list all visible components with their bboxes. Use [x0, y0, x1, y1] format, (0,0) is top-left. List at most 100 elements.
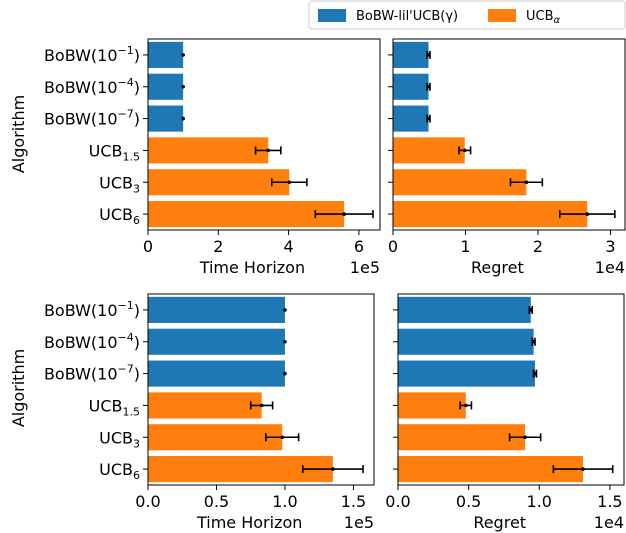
- category-label-base: BoBW(10: [44, 78, 118, 97]
- x-tick-label: 2: [533, 237, 543, 256]
- bar-6: [393, 201, 588, 228]
- mean-point-5: [287, 180, 292, 185]
- category-label-sup: −4: [118, 331, 134, 344]
- legend: BoBW-lil'UCB(γ) UCBα: [308, 0, 626, 30]
- bar-5: [148, 424, 283, 451]
- category-label-base: UCB: [99, 428, 133, 447]
- mean-point-3: [426, 116, 431, 121]
- x-tick-label: 3: [605, 237, 615, 256]
- bar-3: [398, 360, 536, 387]
- category-label-sub: 1.5: [123, 150, 141, 163]
- plot-frame: [397, 293, 625, 486]
- mean-point-5: [524, 180, 529, 185]
- mean-point-4: [259, 403, 264, 408]
- bar-3: [393, 105, 429, 132]
- category-label-3: BoBW(10−7): [44, 108, 140, 129]
- category-label-tail: ): [134, 78, 140, 97]
- category-label-base: BoBW(10: [44, 301, 118, 320]
- category-label-1: BoBW(10−1): [44, 299, 140, 320]
- bar-3: [148, 105, 184, 132]
- x-tick-label: 0: [143, 237, 153, 256]
- category-label-base: BoBW(10: [44, 365, 118, 384]
- legend-label-ucb-sub: α: [554, 15, 561, 26]
- legend-label-ucb-base: UCB: [526, 9, 554, 24]
- category-label-6: UCB6: [99, 205, 140, 227]
- mean-point-5: [523, 435, 527, 440]
- category-label-tail: ): [134, 46, 140, 65]
- category-label-sup: −7: [118, 108, 134, 121]
- x-tick-label: 0.5: [456, 492, 481, 511]
- category-label-5: UCB3: [99, 173, 140, 195]
- mean-point-4: [462, 148, 467, 153]
- bar-5: [393, 169, 527, 196]
- x-tick-label: 2: [213, 237, 223, 256]
- legend-frame: [308, 0, 626, 30]
- bar-4: [148, 392, 262, 419]
- mean-point-3: [181, 116, 185, 121]
- x-axis-scale-label: 1e4: [594, 513, 624, 532]
- bar-3: [148, 360, 285, 387]
- mean-point-3: [533, 371, 537, 376]
- mean-point-1: [528, 308, 533, 312]
- x-tick-label: 0.0: [385, 492, 410, 511]
- panel-2: 0 1 2 3 Regret 1e4: [388, 38, 626, 277]
- x-axis-label: Regret: [473, 513, 526, 532]
- bar-4: [398, 392, 466, 419]
- mean-point-1: [181, 53, 185, 57]
- category-label-tail: ): [134, 301, 140, 320]
- bar-2: [393, 73, 429, 100]
- category-label-tail: ): [134, 365, 140, 384]
- x-tick-label: 1.0: [527, 492, 552, 511]
- mean-point-1: [426, 53, 431, 57]
- x-axis-scale-label: 1e5: [344, 513, 374, 532]
- category-label-4: UCB1.5: [89, 141, 140, 163]
- category-label-sub: 3: [133, 182, 140, 195]
- category-label-sub: 6: [133, 469, 140, 482]
- plot-frame: [147, 38, 381, 231]
- category-label-1: BoBW(10−1): [44, 44, 140, 65]
- y-axis-label-top: Algorithm: [9, 95, 28, 173]
- x-tick-label: 0.5: [204, 492, 229, 511]
- panel-4: 0.0 0.5 1.0 1.5 Regret 1e4: [385, 293, 625, 532]
- category-label-base: UCB: [89, 396, 123, 415]
- bar-1: [148, 41, 184, 68]
- mean-point-6: [331, 467, 335, 471]
- category-label-4: UCB1.5: [89, 396, 140, 418]
- mean-point-5: [280, 435, 285, 440]
- x-tick-label: 1.0: [272, 492, 297, 511]
- mean-point-6: [342, 212, 346, 216]
- mean-point-1: [283, 308, 287, 312]
- mean-point-2: [181, 84, 185, 89]
- category-label-2: BoBW(10−4): [44, 331, 140, 352]
- x-tick-label: 6: [354, 237, 364, 256]
- mean-point-6: [581, 467, 585, 471]
- legend-label-bobw: BoBW-lil'UCB(γ): [356, 9, 458, 24]
- bar-1: [398, 296, 531, 323]
- x-tick-label: 0.0: [135, 492, 160, 511]
- category-label-sup: −1: [118, 299, 134, 312]
- bar-1: [393, 41, 429, 68]
- category-label-6: UCB6: [99, 460, 140, 482]
- category-label-sup: −1: [118, 44, 134, 57]
- x-tick-label: 1.5: [597, 492, 622, 511]
- category-label-2: BoBW(10−4): [44, 76, 140, 97]
- category-label-base: BoBW(10: [44, 110, 118, 129]
- category-label-base: UCB: [99, 173, 133, 192]
- legend-swatch-bobw: [318, 9, 346, 22]
- mean-point-2: [531, 339, 536, 344]
- x-tick-label: 1: [460, 237, 470, 256]
- category-label-sup: −7: [118, 363, 134, 376]
- category-label-base: BoBW(10: [44, 333, 118, 352]
- category-label-sub: 1.5: [123, 405, 141, 418]
- bar-2: [148, 328, 285, 355]
- y-axis-label-bottom: Algorithm: [9, 349, 28, 427]
- x-axis-scale-label: 1e5: [350, 258, 380, 277]
- mean-point-4: [266, 148, 271, 153]
- x-tick-label: 1.5: [341, 492, 366, 511]
- legend-label-ucb: UCBα: [526, 9, 561, 26]
- mean-point-6: [585, 212, 590, 216]
- category-label-sup: −4: [118, 76, 134, 89]
- category-label-tail: ): [134, 110, 140, 129]
- category-label-tail: ): [134, 333, 140, 352]
